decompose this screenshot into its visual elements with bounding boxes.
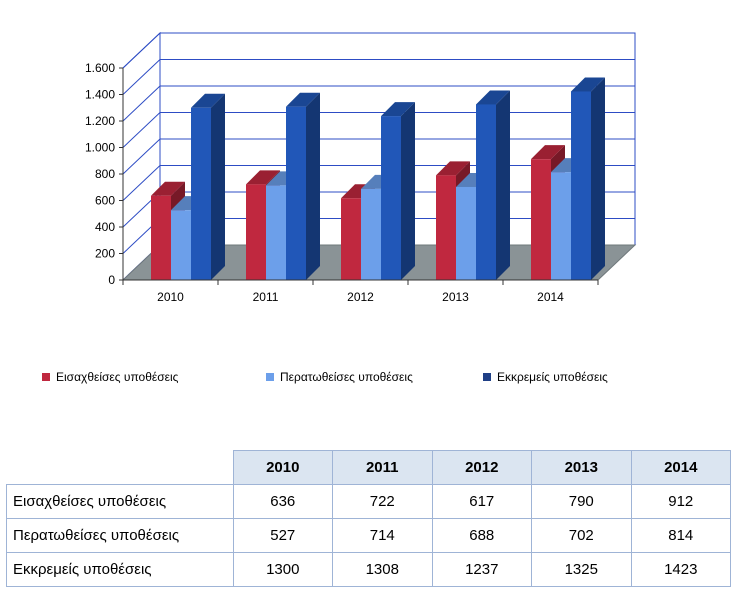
legend-item-series-3: Εκκρεμείς υποθέσεις: [483, 370, 608, 384]
bar-front-face: [531, 159, 551, 280]
table-header-cell: 2010: [232, 450, 333, 485]
y-tick-label: 1.400: [85, 88, 115, 102]
y-tick-label: 1.600: [85, 61, 115, 75]
bar-2012-series-3: [381, 102, 415, 280]
table-row: Εισαχθείσες υποθέσεις 636 722 617 790 91…: [6, 484, 731, 519]
bar-2011-series-3: [286, 92, 320, 280]
bar-top-face: [151, 181, 185, 196]
bar-top-face: [531, 145, 565, 160]
gridline-side: [122, 165, 161, 201]
legend-label-series-3: Εκκρεμείς υποθέσεις: [497, 370, 608, 384]
table-header-cell: 2014: [630, 450, 731, 485]
table-cell: 1308: [332, 552, 433, 587]
bar-top-face: [381, 102, 415, 117]
bar-side-face: [496, 90, 510, 280]
y-tick-label: 0: [108, 273, 115, 287]
y-tick-label: 200: [95, 247, 115, 261]
bar-front-face: [456, 186, 476, 280]
bar-front-face: [571, 91, 591, 280]
bar-side-face: [211, 93, 225, 280]
bar-chart: 0 200 400 600 800 1.000 1.200 1.400 1.600 2010 201…: [85, 31, 637, 304]
gridline-side: [122, 85, 161, 122]
bar-top-face: [191, 93, 225, 108]
table-header-cell: 2012: [431, 450, 532, 485]
table-row-label: Εκκρεμείς υποθέσεις: [6, 552, 234, 587]
table-cell: 1423: [630, 552, 731, 587]
bar-top-face: [436, 161, 470, 176]
gridline-side: [122, 112, 161, 148]
bar-front-face: [151, 195, 171, 280]
bar-front-face: [381, 116, 401, 280]
x-tick-label: 2014: [537, 290, 564, 304]
chart-bars: [151, 77, 605, 280]
legend-label-series-2: Περατωθείσες υποθέσεις: [280, 370, 413, 384]
y-tick-label: 400: [95, 220, 115, 234]
table-row: Εκκρεμείς υποθέσεις 1300 1308 1237 1325 …: [6, 552, 731, 587]
table-cell: 722: [332, 484, 433, 519]
bar-front-face: [286, 106, 306, 280]
bar-side-face: [306, 92, 320, 280]
table-row: Περατωθείσες υποθέσεις 527 714 688 702 8…: [6, 518, 731, 553]
table-cell: 1325: [531, 552, 632, 587]
bar-front-face: [191, 107, 211, 280]
table-row-label: Εισαχθείσες υποθέσεις: [6, 484, 234, 519]
data-table: 2010 2011 2012 2013 2014 Εισαχθείσες υπο…: [6, 450, 731, 587]
x-tick-label: 2012: [347, 290, 374, 304]
table-cell: 702: [531, 518, 632, 553]
table-cell: 912: [630, 484, 731, 519]
table-cell: 1237: [431, 552, 532, 587]
table-cell: 617: [431, 484, 532, 519]
legend-label-series-1: Εισαχθείσες υποθέσεις: [56, 370, 179, 384]
bar-front-face: [361, 188, 381, 280]
gridline-side: [122, 59, 161, 95]
bar-front-face: [436, 175, 456, 280]
x-tick-label: 2013: [442, 290, 469, 304]
table-cell: 688: [431, 518, 532, 553]
y-tick-label: 1.200: [85, 114, 115, 128]
bar-front-face: [341, 198, 361, 280]
y-tick-label: 1.000: [85, 141, 115, 155]
bar-side-face: [401, 102, 415, 280]
gridline-side: [122, 138, 161, 175]
bar-front-face: [171, 210, 191, 280]
x-tick-label: 2010: [157, 290, 184, 304]
table-header-cell: 2013: [531, 450, 632, 485]
table-cell: 814: [630, 518, 731, 553]
table-header-cell: 2011: [332, 450, 433, 485]
table-cell: 714: [332, 518, 433, 553]
x-tick-label: 2011: [253, 290, 279, 304]
bar-2013-series-3: [476, 90, 510, 280]
bar-front-face: [266, 185, 286, 280]
bar-2010-series-3: [191, 93, 225, 280]
legend-swatch-series-3: [483, 373, 491, 381]
legend-swatch-series-1: [42, 373, 50, 381]
bar-2014-series-3: [571, 77, 605, 280]
legend-item-series-1: Εισαχθείσες υποθέσεις: [42, 370, 178, 384]
gridline-side: [122, 32, 161, 69]
y-tick-label: 800: [95, 167, 115, 181]
table-cell: 790: [531, 484, 632, 519]
table-cell: 527: [232, 518, 333, 553]
bar-top-face: [286, 92, 320, 107]
table-header-row: 2010 2011 2012 2013 2014: [6, 450, 731, 485]
bar-top-face: [476, 90, 510, 105]
bar-front-face: [476, 104, 496, 280]
table-row-label: Περατωθείσες υποθέσεις: [6, 518, 234, 553]
table-corner-cell: [6, 450, 234, 485]
y-tick-label: 600: [95, 194, 115, 208]
table-cell: 1300: [232, 552, 333, 587]
bar-front-face: [551, 172, 571, 280]
chart-legend: Εισαχθείσες υποθέσεις Περατωθείσες υποθέ…: [0, 370, 743, 390]
table-cell: 636: [232, 484, 333, 519]
bar-top-face: [571, 77, 605, 92]
bar-top-face: [246, 170, 280, 185]
bar-front-face: [246, 184, 266, 280]
legend-swatch-series-2: [266, 373, 274, 381]
chart-axes: 0 200 400 600 800 1.000 1.200 1.400 1.600 2010 201…: [85, 61, 599, 304]
legend-item-series-2: Περατωθείσες υποθέσεις: [266, 370, 413, 384]
bar-side-face: [591, 77, 605, 280]
